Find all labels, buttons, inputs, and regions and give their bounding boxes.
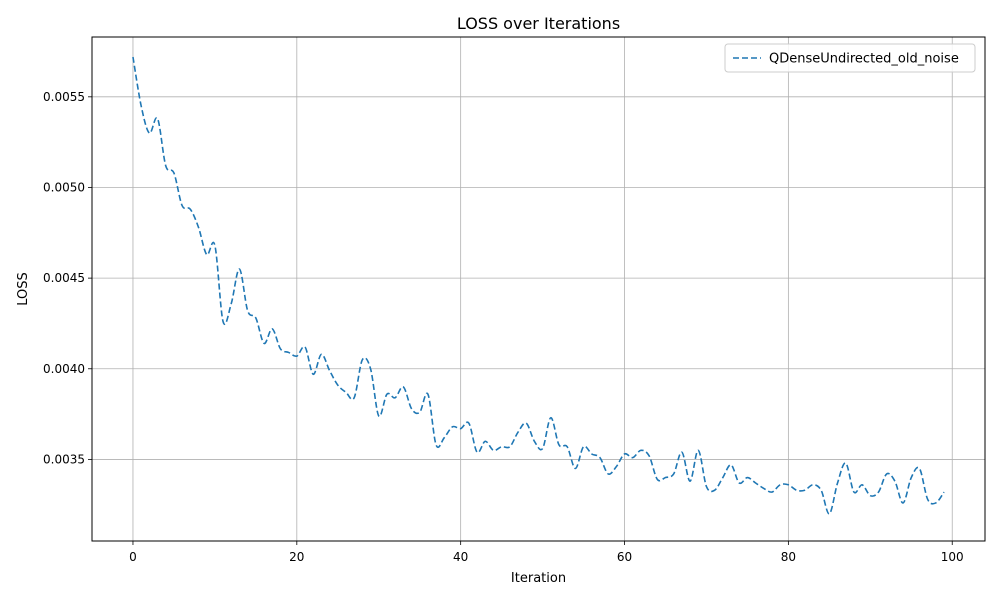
x-tick-label: 60 [617, 550, 632, 564]
y-tick-label: 0.0035 [43, 452, 85, 466]
y-axis-label: LOSS [16, 272, 31, 306]
y-tick-label: 0.0055 [43, 90, 85, 104]
x-tick-label: 80 [781, 550, 796, 564]
legend-box [724, 43, 976, 73]
chart-title: LOSS over Iterations [457, 14, 620, 33]
x-tick-label: 100 [941, 550, 964, 564]
y-tick-label: 0.0045 [43, 271, 85, 285]
legend-entry: QDenseUndirected_old_noise [769, 52, 959, 67]
y-tick-label: 0.0040 [43, 362, 85, 376]
ticks: 0 20 40 60 80 100 0.0035 0.0040 0.0045 0.0050 0.00… [43, 90, 964, 564]
x-axis-label: Iteration [511, 571, 566, 586]
legend: QDenseUndirected_old_noise [724, 43, 976, 73]
axes-frame [91, 36, 986, 542]
y-tick-label: 0.0050 [43, 180, 85, 194]
x-tick-label: 0 [129, 550, 137, 564]
x-tick-label: 40 [453, 550, 468, 564]
grid [92, 37, 985, 541]
x-tick-label: 20 [289, 550, 304, 564]
